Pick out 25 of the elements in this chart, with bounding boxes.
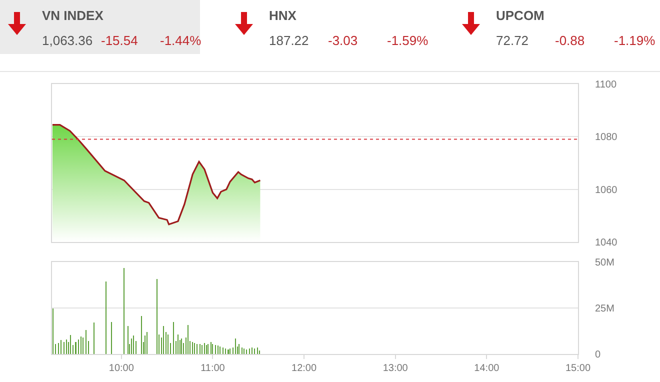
y-tick-label: 1060: [595, 184, 618, 196]
x-tick-label: 12:00: [292, 363, 317, 374]
text: -1.19%: [614, 33, 656, 48]
text: -3.03: [328, 33, 358, 48]
y-tick-label: 0: [595, 350, 601, 360]
x-tick-label: 14:00: [474, 363, 500, 374]
text: UPCOM: [496, 8, 544, 23]
x-tick-label: 11:00: [200, 363, 226, 374]
y-tick-label: 1080: [595, 132, 618, 144]
y-tick-label: 50M: [595, 258, 614, 268]
text: 72.72: [496, 33, 529, 48]
y-tick-label: 25M: [595, 304, 614, 314]
text: 187.22: [269, 33, 309, 48]
y-tick-label: 1040: [595, 238, 618, 248]
text: HNX: [269, 8, 296, 23]
text: VN INDEX: [42, 8, 104, 23]
x-tick-label: 15:00: [565, 363, 591, 374]
text: -15.54: [101, 33, 138, 48]
text: -1.59%: [387, 33, 428, 48]
text: -1.44%: [160, 33, 202, 48]
y-tick-label: 1100: [595, 80, 617, 90]
x-tick-label: 10:00: [108, 363, 134, 374]
text: 1,063.36: [42, 33, 93, 48]
x-tick-label: 13:00: [382, 363, 408, 374]
text: -0.88: [555, 33, 585, 48]
